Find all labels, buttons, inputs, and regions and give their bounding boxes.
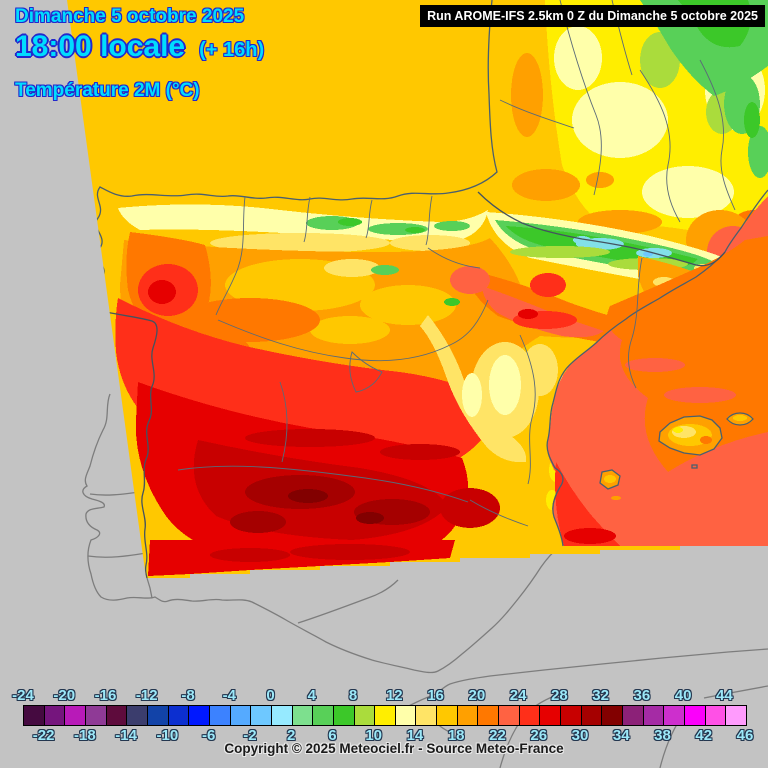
portugal-andalusia-coast — [82, 393, 561, 674]
hottest-maroon-core — [356, 512, 384, 524]
asturias-cantabria-border — [303, 196, 311, 243]
forecast-time-value: 18:00 locale — [15, 30, 186, 63]
navarra-salmon — [450, 266, 490, 294]
ibiza-coast-outline — [599, 469, 621, 490]
sea-salmon-streak — [625, 358, 685, 372]
mediterranean-sea-orange — [606, 236, 768, 472]
moncayo-green-speck — [444, 298, 460, 306]
africa-inland-line-3 — [703, 685, 768, 699]
pyrenees-south-fringe — [510, 246, 610, 258]
south-edge-darkred — [210, 548, 290, 562]
mallorca-coast-outline — [658, 415, 723, 456]
portugal-spain-border — [105, 311, 158, 578]
murcia-border — [469, 499, 529, 527]
guadiana-border-line — [146, 577, 153, 599]
france-dept-line-3 — [699, 59, 736, 211]
teruel-paleyellow-core — [462, 373, 482, 417]
sea-salmon-streak — [664, 387, 736, 403]
forecast-offset: (+ 16h) — [199, 39, 265, 61]
africa-coastline — [393, 648, 768, 715]
galicia-red-core — [148, 280, 176, 304]
extremadura-border — [279, 381, 288, 463]
france-green-patch — [748, 126, 768, 178]
france-orange-patch — [586, 172, 614, 188]
duero-pale-patch — [324, 259, 380, 277]
sierra-ridge-darkred — [245, 429, 375, 447]
outside-coastlines — [82, 393, 768, 768]
ibiza-gold-core — [604, 475, 616, 483]
menorca-gold-core — [733, 415, 747, 421]
map-header: Dimanche 5 octobre 2025 18:00 locale (+ 1… — [15, 6, 264, 102]
french-med-coastline — [724, 189, 768, 253]
france-dept-line-1 — [559, 0, 602, 196]
france-green-core — [744, 102, 760, 138]
garonne-line — [499, 99, 575, 129]
cantabrian-gold-fringe — [390, 235, 470, 251]
duero-gold-patch — [360, 285, 456, 325]
ebro-red-speck — [518, 309, 538, 319]
cabrera-islet-outline — [691, 464, 698, 469]
maestrazgo-pale-zone — [522, 344, 558, 396]
france-pale-patch — [572, 82, 668, 158]
mallorca-yellow-speck — [673, 427, 683, 433]
castilla-south-border — [217, 299, 489, 362]
basque-green — [434, 221, 470, 231]
portugal-region-line-2 — [87, 552, 147, 558]
south-edge-darkred — [290, 544, 410, 560]
forecast-date: Dimanche 5 octobre 2025 — [15, 6, 245, 27]
france-orange-patch — [512, 169, 580, 201]
andalusia-north-border — [177, 465, 469, 503]
valencia-region-border — [519, 334, 536, 485]
cantabrian-gold-fringe — [210, 233, 390, 253]
run-info-box: Run AROME-IFS 2.5km 0 Z du Dimanche 5 oc… — [420, 5, 765, 27]
teruel-paleyellow-core — [489, 355, 521, 415]
france-pale-patch — [642, 166, 734, 218]
granada-darkred — [440, 488, 500, 528]
guadalquivir-river-line — [297, 579, 399, 624]
iberico-pale-band — [420, 315, 527, 463]
france-orange-patch — [511, 53, 543, 137]
rioja-redorange — [530, 273, 566, 297]
france-pale-patch — [554, 26, 602, 90]
basque-navarra-border — [425, 195, 433, 246]
rioja-border — [427, 247, 481, 269]
mediterranean-coastline — [546, 251, 726, 547]
aragon-catalonia-border — [628, 257, 643, 389]
demanda-green-speck — [371, 265, 399, 275]
galicia-asturias-border — [215, 196, 246, 316]
picos-green-core — [338, 218, 362, 226]
nearshore-red-wedge — [564, 528, 616, 544]
hottest-maroon-core — [288, 489, 328, 503]
sierra-ridge-darkred — [380, 444, 460, 460]
nearshore-warm-sea — [555, 462, 620, 546]
duero-gold-patch — [310, 316, 390, 344]
formentera-island — [611, 496, 621, 500]
forecast-time: 18:00 locale (+ 16h) — [15, 30, 264, 64]
pyrenees-border-line — [477, 191, 726, 267]
cantabrian-green-core — [405, 227, 425, 233]
parameter-label: Température 2M (°C) — [15, 80, 200, 101]
mallorca-orange-speck — [700, 436, 712, 444]
madrid-region-border — [349, 351, 383, 393]
cantabria-basque-border — [365, 199, 373, 239]
france-dept-line-2 — [639, 69, 681, 223]
menorca-coast-outline — [726, 412, 754, 426]
ebro-darkorange — [462, 268, 636, 343]
hottest-core — [230, 511, 286, 533]
